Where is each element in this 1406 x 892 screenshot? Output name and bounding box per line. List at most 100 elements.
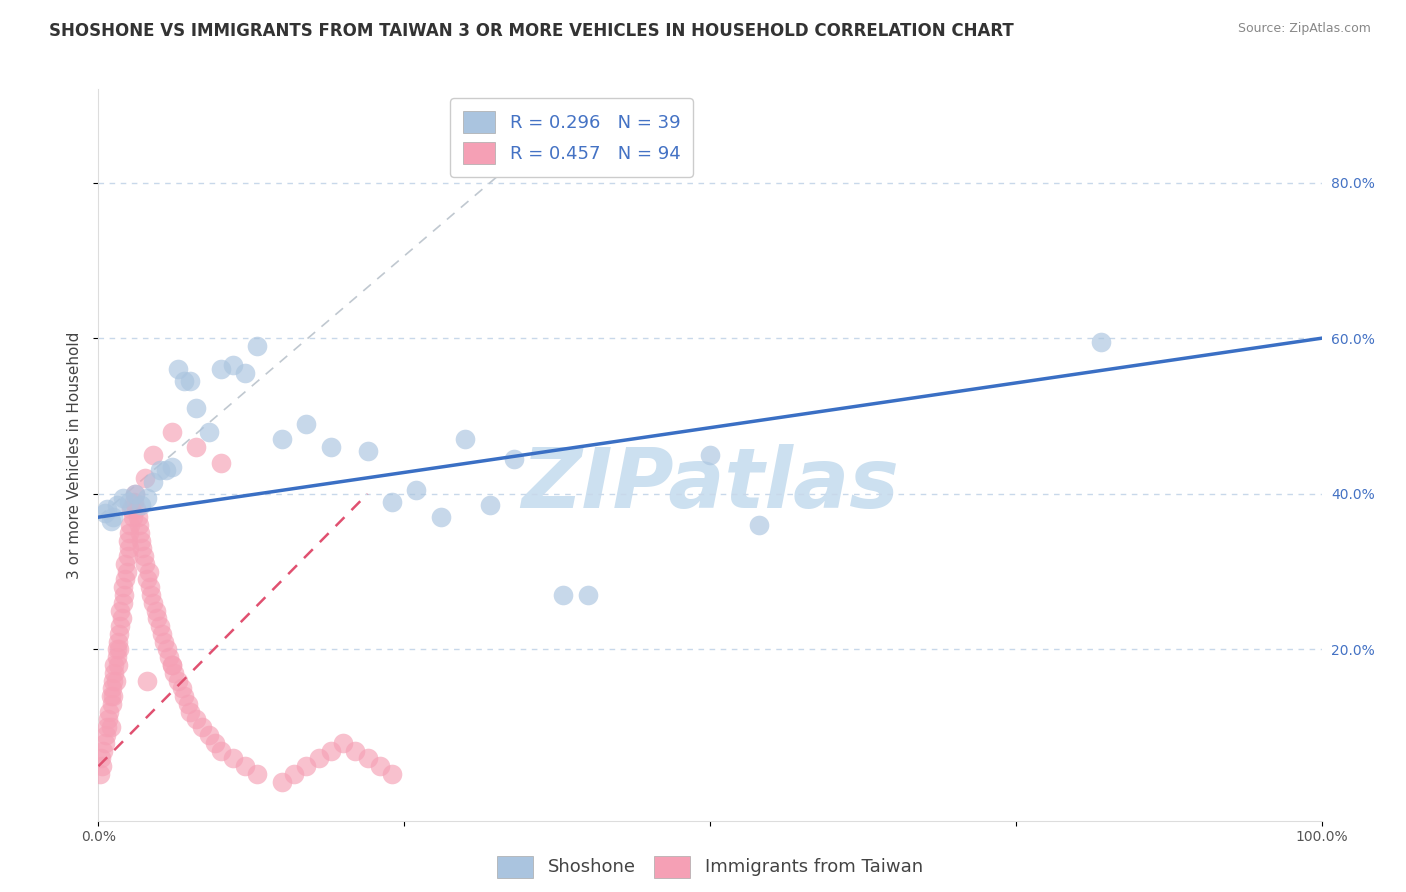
Point [150,627,173,641]
Point [103,665,125,680]
Point [186,440,208,454]
Point [118,541,141,556]
Point [454,433,477,447]
Point [179,705,201,719]
Point [124,487,146,501]
Point [167,362,190,376]
Point [100,689,122,703]
Point [93,736,115,750]
Point [114,573,136,587]
Point [129,533,152,548]
Point [142,475,165,490]
Point [155,463,177,477]
Point [160,658,183,673]
Point [204,736,226,750]
Point [105,499,128,513]
Point [233,366,256,380]
Point [124,487,146,501]
Point [125,502,148,516]
Point [270,774,294,789]
Point [405,483,427,497]
Point [191,720,214,734]
Point [142,596,165,610]
Point [283,767,305,781]
Text: SHOSHONE VS IMMIGRANTS FROM TAIWAN 3 OR MORE VEHICLES IN HOUSEHOLD CORRELATION C: SHOSHONE VS IMMIGRANTS FROM TAIWAN 3 OR … [49,22,1014,40]
Point [173,689,195,703]
Point [356,444,378,458]
Point [101,510,124,524]
Point [222,751,245,765]
Point [97,713,120,727]
Point [108,627,131,641]
Point [104,673,127,688]
Point [98,705,121,719]
Point [153,634,176,648]
Point [110,619,132,633]
Point [454,153,477,167]
Point [179,374,201,388]
Point [160,658,183,673]
Point [368,759,391,773]
Point [101,689,124,703]
Point [110,603,132,617]
Point [332,736,354,750]
Point [128,518,150,533]
Point [138,565,160,579]
Point [111,580,134,594]
Point [121,510,143,524]
Point [156,642,179,657]
Point [170,681,193,696]
Point [94,728,117,742]
Point [319,743,342,757]
Point [111,596,134,610]
Point [115,565,138,579]
Point [246,767,269,781]
Point [89,767,111,781]
Point [117,533,139,548]
Point [111,611,134,625]
Point [118,525,141,540]
Point [149,463,172,477]
Point [96,502,118,516]
Point [149,619,172,633]
Point [157,650,180,665]
Point [270,433,294,447]
Point [100,720,122,734]
Point [129,499,152,513]
Point [96,720,118,734]
Point [105,650,128,665]
Point [209,362,232,376]
Point [100,514,122,528]
Text: ZIPatlas: ZIPatlas [522,443,898,524]
Point [186,713,208,727]
Point [131,541,153,556]
Point [209,743,232,757]
Point [112,588,135,602]
Point [344,743,367,757]
Point [319,440,342,454]
Point [209,456,232,470]
Point [576,588,599,602]
Point [356,751,378,765]
Point [186,401,208,416]
Point [748,518,770,533]
Point [132,549,155,563]
Text: Source: ZipAtlas.com: Source: ZipAtlas.com [1237,22,1371,36]
Point [146,611,169,625]
Point [136,673,159,688]
Point [478,499,501,513]
Point [122,494,145,508]
Point [160,425,183,439]
Point [173,374,195,388]
Point [139,588,162,602]
Point [101,697,124,711]
Point [699,448,721,462]
Point [381,767,404,781]
Legend: Shoshone, Immigrants from Taiwan: Shoshone, Immigrants from Taiwan [491,848,929,885]
Point [91,759,114,773]
Point [136,573,159,587]
Point [107,634,129,648]
Point [120,518,142,533]
Point [1090,335,1112,350]
Point [295,759,318,773]
